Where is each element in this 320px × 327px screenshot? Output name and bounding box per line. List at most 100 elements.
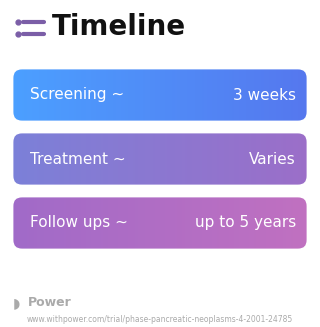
Bar bbox=[150, 132, 153, 186]
Bar bbox=[214, 68, 217, 122]
Bar bbox=[241, 132, 244, 186]
Bar bbox=[254, 196, 257, 250]
Bar bbox=[86, 132, 89, 186]
Bar bbox=[185, 68, 188, 122]
Bar bbox=[246, 132, 249, 186]
Bar bbox=[91, 196, 94, 250]
Bar bbox=[170, 68, 173, 122]
Bar bbox=[264, 68, 267, 122]
Bar bbox=[88, 196, 92, 250]
Bar bbox=[56, 196, 60, 250]
Bar bbox=[274, 196, 276, 250]
Bar bbox=[138, 132, 141, 186]
Text: up to 5 years: up to 5 years bbox=[195, 215, 296, 231]
Bar bbox=[39, 132, 42, 186]
Bar bbox=[165, 196, 168, 250]
Bar bbox=[111, 68, 114, 122]
Bar bbox=[12, 196, 15, 250]
Bar bbox=[234, 132, 237, 186]
Bar bbox=[135, 196, 138, 250]
Bar bbox=[71, 132, 74, 186]
Bar bbox=[69, 68, 72, 122]
Bar bbox=[59, 68, 62, 122]
Bar bbox=[71, 68, 74, 122]
Bar bbox=[44, 196, 47, 250]
Bar bbox=[143, 196, 146, 250]
Bar bbox=[212, 196, 215, 250]
Bar bbox=[133, 68, 136, 122]
Bar bbox=[101, 132, 104, 186]
Bar bbox=[167, 196, 170, 250]
Bar bbox=[49, 68, 52, 122]
Bar bbox=[244, 132, 247, 186]
Bar bbox=[296, 196, 299, 250]
Bar bbox=[153, 196, 156, 250]
Bar bbox=[286, 196, 289, 250]
Bar bbox=[66, 68, 69, 122]
Bar bbox=[22, 196, 25, 250]
Bar bbox=[251, 196, 254, 250]
Bar bbox=[96, 68, 99, 122]
Bar bbox=[17, 132, 20, 186]
Bar bbox=[185, 196, 188, 250]
Bar bbox=[291, 196, 294, 250]
Bar bbox=[118, 132, 121, 186]
Bar bbox=[202, 132, 205, 186]
Bar bbox=[259, 132, 262, 186]
Bar bbox=[271, 68, 274, 122]
Bar bbox=[113, 68, 116, 122]
Bar bbox=[182, 132, 185, 186]
Bar bbox=[69, 196, 72, 250]
Bar bbox=[199, 132, 203, 186]
Bar bbox=[42, 132, 44, 186]
Bar bbox=[278, 132, 281, 186]
Bar bbox=[300, 196, 304, 250]
Bar bbox=[276, 196, 279, 250]
Bar bbox=[49, 196, 52, 250]
Bar bbox=[256, 68, 259, 122]
Bar bbox=[155, 68, 158, 122]
Bar bbox=[180, 196, 183, 250]
Bar bbox=[224, 68, 227, 122]
Bar bbox=[106, 132, 109, 186]
Bar bbox=[222, 132, 225, 186]
Bar bbox=[204, 68, 207, 122]
Bar bbox=[133, 132, 136, 186]
Bar bbox=[227, 132, 229, 186]
Bar bbox=[293, 132, 296, 186]
Text: Treatment ~: Treatment ~ bbox=[30, 151, 126, 166]
Bar bbox=[170, 196, 173, 250]
Bar bbox=[113, 132, 116, 186]
Bar bbox=[160, 132, 163, 186]
Bar bbox=[224, 132, 227, 186]
Bar bbox=[180, 68, 183, 122]
Bar bbox=[165, 68, 168, 122]
Bar bbox=[103, 68, 106, 122]
Bar bbox=[108, 68, 111, 122]
Bar bbox=[91, 132, 94, 186]
Bar bbox=[266, 68, 269, 122]
Bar bbox=[76, 132, 79, 186]
Bar bbox=[64, 68, 67, 122]
Bar bbox=[278, 196, 281, 250]
Bar bbox=[79, 196, 82, 250]
Bar bbox=[118, 68, 121, 122]
Bar bbox=[163, 68, 165, 122]
Bar bbox=[86, 68, 89, 122]
Bar bbox=[217, 68, 220, 122]
Bar bbox=[71, 196, 74, 250]
Bar bbox=[199, 196, 203, 250]
Bar bbox=[274, 68, 276, 122]
Bar bbox=[101, 196, 104, 250]
Bar bbox=[256, 196, 259, 250]
Bar bbox=[177, 196, 180, 250]
Bar bbox=[39, 196, 42, 250]
Bar bbox=[76, 68, 79, 122]
Bar bbox=[27, 196, 30, 250]
Bar bbox=[24, 196, 27, 250]
Bar bbox=[209, 68, 212, 122]
Bar bbox=[300, 68, 304, 122]
Bar bbox=[300, 132, 304, 186]
Bar bbox=[81, 196, 84, 250]
Bar bbox=[116, 132, 119, 186]
